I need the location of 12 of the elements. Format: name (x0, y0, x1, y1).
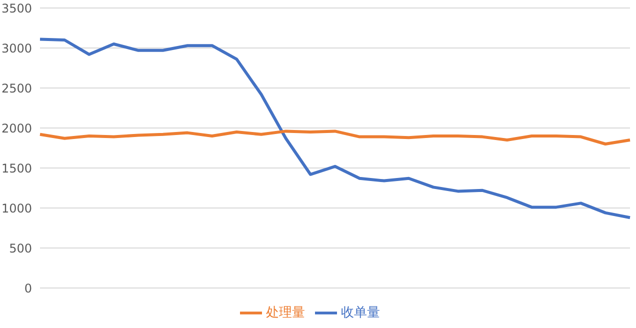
y-tick-label: 3000 (1, 41, 32, 56)
y-tick-label: 2500 (1, 81, 32, 96)
y-tick-label: 2000 (1, 121, 32, 136)
y-tick-label: 1500 (1, 161, 32, 176)
y-tick-label: 3500 (1, 1, 32, 16)
legend-label: 处理量 (266, 306, 305, 321)
y-tick-label: 500 (9, 241, 32, 256)
y-tick-label: 0 (24, 281, 32, 296)
line-series (38, 130, 632, 146)
line-series (38, 38, 632, 220)
legend-label: 收单量 (341, 306, 380, 321)
y-tick-label: 1000 (1, 201, 32, 216)
